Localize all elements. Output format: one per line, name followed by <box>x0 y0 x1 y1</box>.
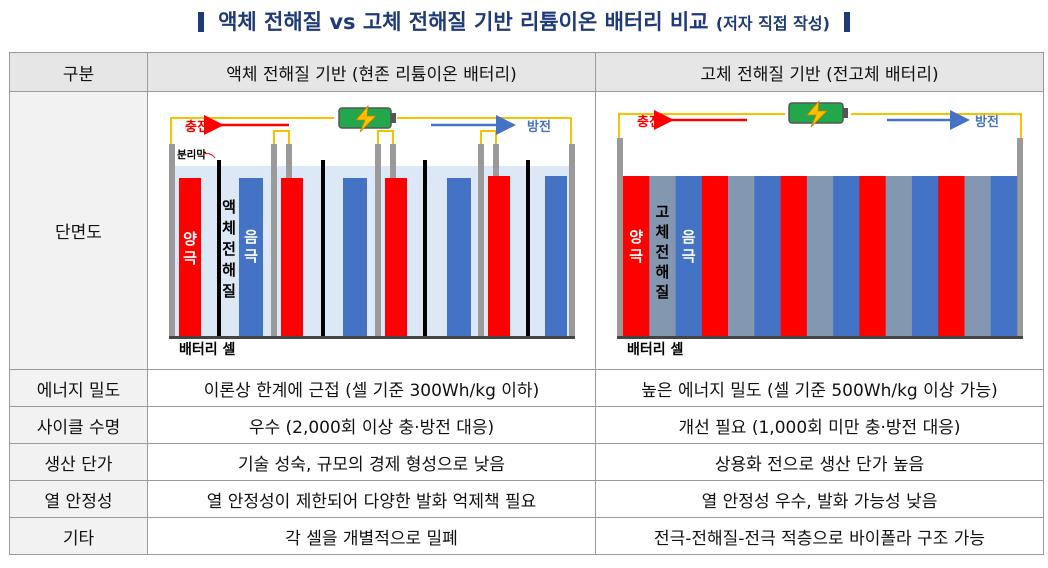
liquid-cells <box>168 144 575 339</box>
separator-2 <box>320 160 325 336</box>
cathode-1 <box>178 178 201 336</box>
liquid-vertical-labels: 양 극 액 체 전 해 질 음 극 <box>183 198 258 300</box>
solid-value: 전극-전해질-전극 적층으로 바이폴라 구조 가능 <box>595 517 1044 555</box>
solid-vertical-labels: 양 극 고 체 전 해 질 음 극 <box>629 203 696 301</box>
table-row: 열 안정성 열 안정성이 제한되어 다양한 발화 억제책 필요 열 안정성 우수… <box>9 480 1044 518</box>
liquid-interconnect-wires <box>272 130 497 144</box>
cathode-2 <box>280 178 303 336</box>
liquid-value: 우수 (2,000회 이상 충·방전 대응) <box>147 406 596 444</box>
charge-label: 충전 <box>637 114 661 130</box>
solid-value: 열 안정성 우수, 발화 가능성 낮음 <box>595 480 1044 518</box>
layer-anode <box>675 176 702 336</box>
solid-value: 개선 필요 (1,000회 미만 충·방전 대응) <box>595 406 1044 444</box>
title-text: 액체 전해질 vs 고체 전해질 기반 리튬이온 배터리 비교 <box>218 10 709 34</box>
layer-solid-electrolyte <box>963 176 991 336</box>
solid-battery-diagram: 충전 방전 양 극 고 체 전 해 질 음 극 배터리 셀 <box>616 99 1023 358</box>
discharge-label: 방전 <box>527 119 551 135</box>
row-label: 사이클 수명 <box>9 406 148 444</box>
cathode-3 <box>384 178 407 336</box>
solid-layers <box>622 176 1017 336</box>
table-row: 사이클 수명 우수 (2,000회 이상 충·방전 대응) 개선 필요 (1,0… <box>9 406 1044 444</box>
liquid-diagram-cell: 충전 방전 <box>147 91 596 370</box>
comparison-table: 구분 액체 전해질 기반 (현존 리튬이온 배터리) 고체 전해질 기반 (전고… <box>9 52 1044 555</box>
solid-wire <box>617 113 1022 140</box>
battery-icon <box>337 104 396 133</box>
row-label: 열 안정성 <box>9 480 148 518</box>
solid-value: 상용화 전으로 생산 단가 높음 <box>595 443 1044 481</box>
layer-cathode <box>701 176 728 336</box>
liquid-value: 열 안정성이 제한되어 다양한 발화 억제책 필요 <box>147 480 596 518</box>
discharge-label: 방전 <box>975 114 999 130</box>
layer-anode <box>911 176 938 336</box>
table-header-row: 구분 액체 전해질 기반 (현존 리튬이온 배터리) 고체 전해질 기반 (전고… <box>9 52 1044 92</box>
solid-cell-label: 배터리 셀 <box>627 342 684 358</box>
layer-cathode <box>622 176 650 336</box>
row-label-diagram: 단면도 <box>9 91 148 370</box>
title-bar-right <box>843 12 850 32</box>
solid-value: 높은 에너지 밀도 (셀 기준 500Wh/kg 이상 가능) <box>595 369 1044 407</box>
liquid-cell-label: 배터리 셀 <box>179 342 236 358</box>
liquid-wire <box>169 117 572 144</box>
cathode-4 <box>487 176 510 336</box>
title-note: (저자 직접 작성) <box>715 14 830 33</box>
layer-anode <box>753 176 781 336</box>
liquid-value: 기술 성숙, 규모의 경제 형성으로 낮음 <box>147 443 596 481</box>
table-row: 에너지 밀도 이론상 한계에 근접 (셀 기준 300Wh/kg 이하) 높은 … <box>9 369 1044 407</box>
layer-cathode <box>937 176 965 336</box>
charge-label: 충전 <box>185 119 209 135</box>
layer-cathode <box>780 176 807 336</box>
header-liquid: 액체 전해질 기반 (현존 리튬이온 배터리) <box>147 52 596 92</box>
layer-solid-electrolyte <box>885 176 912 336</box>
row-label: 생산 단가 <box>9 443 148 481</box>
layer-anode <box>990 176 1017 336</box>
table-row: 생산 단가 기술 성숙, 규모의 경제 형성으로 낮음 상용화 전으로 생산 단… <box>9 443 1044 481</box>
separator-4 <box>525 160 530 336</box>
row-label: 에너지 밀도 <box>9 369 148 407</box>
anode-4 <box>544 176 567 336</box>
layer-cathode <box>858 176 886 336</box>
anode-2 <box>342 178 367 336</box>
title-bar-left <box>198 12 205 32</box>
separator-label: 분리막 <box>177 148 206 161</box>
liquid-value: 이론상 한계에 근접 (셀 기준 300Wh/kg 이하) <box>147 369 596 407</box>
anode-3 <box>446 178 471 336</box>
page-title: 액체 전해질 vs 고체 전해질 기반 리튬이온 배터리 비교 (저자 직접 작… <box>0 0 1048 44</box>
liquid-value: 각 셀을 개별적으로 밀폐 <box>147 517 596 555</box>
layer-solid-electrolyte <box>806 176 833 336</box>
table-row: 기타 각 셀을 개별적으로 밀폐 전극-전해질-전극 적층으로 바이폴라 구조 … <box>9 517 1044 555</box>
anode-1 <box>238 178 263 336</box>
separator-3 <box>422 160 427 336</box>
liquid-battery-diagram: 충전 방전 <box>168 104 575 358</box>
header-solid: 고체 전해질 기반 (전고체 배터리) <box>595 52 1044 92</box>
layer-solid-electrolyte <box>727 176 755 336</box>
row-label: 기타 <box>9 517 148 555</box>
layer-solid-electrolyte <box>648 176 676 336</box>
battery-icon <box>787 99 848 128</box>
diagram-row: 단면도 충전 방전 <box>9 91 1044 370</box>
header-category: 구분 <box>9 52 148 92</box>
layer-anode <box>832 176 860 336</box>
separator-1 <box>216 160 221 336</box>
